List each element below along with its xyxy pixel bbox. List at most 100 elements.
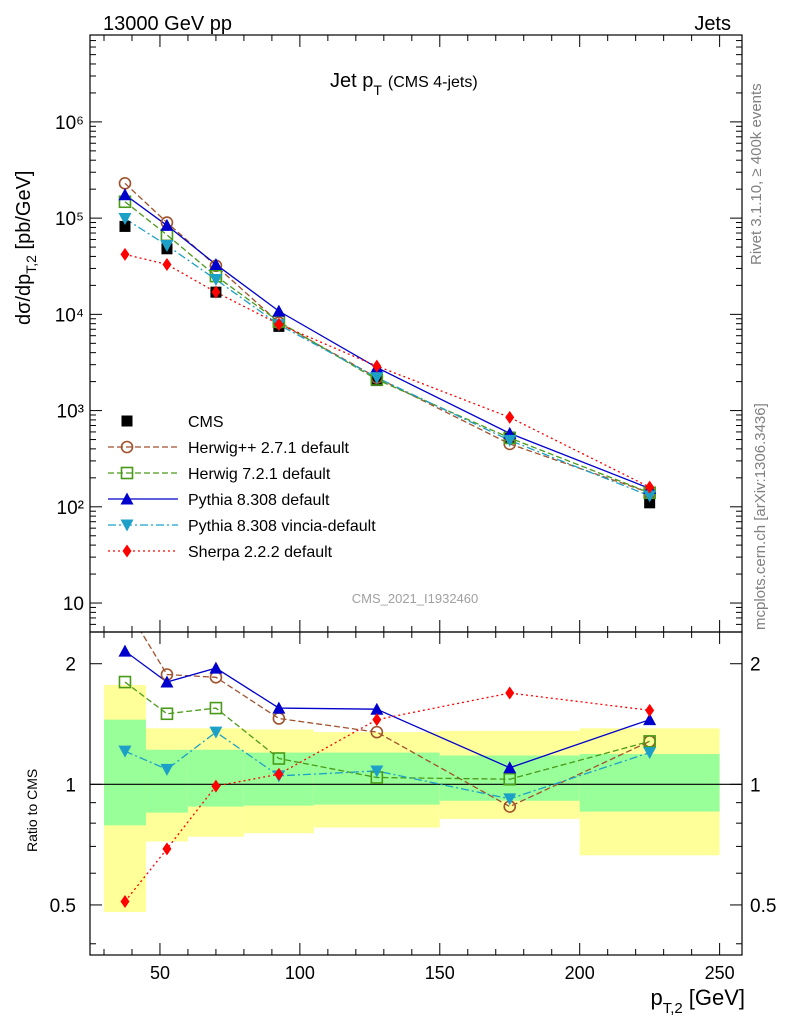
main-y-tick-label: 10⁶	[55, 113, 84, 134]
ratio-point	[119, 600, 130, 611]
ratio-point	[372, 713, 382, 727]
ratio-point	[272, 752, 286, 765]
legend-entry: Sherpa 2.2.2 default	[188, 544, 333, 561]
green-band	[103, 719, 146, 826]
ratio-point	[211, 779, 221, 793]
main-ylabel: dσ/dpT,2 [pb/GeV]	[13, 171, 39, 325]
mcplots-label: mcplots.cern.ch [arXiv:1306.3436]	[752, 403, 769, 630]
ratio-point	[118, 675, 132, 689]
ratio-point	[209, 701, 223, 715]
ratio-y-tick-label-right: 2	[750, 655, 761, 676]
ratio-point	[645, 703, 655, 717]
main-point	[209, 257, 223, 270]
ratio-y-tick-label: 2	[65, 655, 76, 676]
main-y-tick-label: 10⁵	[55, 209, 84, 230]
ratio-y-tick-label-right: 1	[750, 775, 761, 796]
main-point	[118, 213, 132, 226]
legend: CMS Herwig++ 2.7.1 default Herwig 7.2.1 de…	[108, 414, 376, 561]
green-band	[187, 749, 244, 807]
legend-marker	[120, 519, 134, 532]
x-tick-label: 150	[425, 963, 455, 983]
xlabel: pT,2 [GeV]	[650, 985, 745, 1017]
legend-entry: Herwig++ 2.7.1 default	[188, 440, 350, 457]
ratio-point	[118, 745, 132, 758]
main-point	[372, 359, 382, 373]
main-point	[643, 490, 657, 503]
header-left: 13000 GeV pp	[103, 13, 232, 35]
ratio-y-tick-label: 1	[65, 775, 76, 796]
ratio-point	[274, 767, 284, 781]
analysis-id: CMS_2021_I1932460	[352, 591, 479, 606]
x-tick-label: 100	[285, 963, 315, 983]
main-y-tick-label: 10⁴	[55, 305, 84, 326]
main-point	[160, 239, 174, 252]
ratio-series-line	[140, 632, 650, 808]
main-point	[644, 497, 656, 509]
legend-marker	[120, 466, 134, 480]
ratio-point	[643, 747, 657, 760]
ratio-point	[162, 842, 172, 856]
legend-entry: Herwig 7.2.1 default	[188, 466, 331, 483]
ratio-point	[503, 793, 517, 806]
legend-marker	[122, 544, 132, 558]
ratio-frame	[89, 631, 743, 956]
ratio-bands	[90, 684, 742, 913]
legend-marker	[120, 440, 134, 454]
ratio-point	[160, 763, 174, 776]
main-point	[209, 274, 223, 287]
ratio-point	[160, 675, 174, 688]
ratio-ylabel: Ratio to CMS	[24, 769, 40, 852]
ratio-point	[160, 707, 174, 721]
ratio-point	[643, 713, 657, 726]
main-frame	[89, 34, 743, 633]
main-point	[645, 480, 655, 494]
axes: 50 100 150 200 250 10 10² 10³ 10⁴ 10⁵ 10⁶ 0.5 0.5 1 1 2…	[50, 34, 776, 983]
header-right: Jets	[694, 13, 731, 35]
main-point	[160, 218, 174, 231]
ratio-point	[503, 772, 517, 786]
x-tick-label: 250	[705, 963, 735, 983]
title-note: (CMS 4-jets)	[388, 74, 478, 91]
ratio-series-line	[124, 681, 650, 780]
ratio-point	[370, 702, 384, 715]
main-point	[505, 410, 515, 424]
main-y-tick-label: 10²	[57, 498, 84, 519]
green-band	[145, 749, 188, 813]
ratio-point	[209, 661, 223, 674]
ratio-point	[505, 686, 515, 700]
main-point	[274, 317, 284, 331]
ratio-series-lines	[118, 600, 657, 908]
ratio-y-tick-label-right: 0.5	[750, 896, 776, 917]
ratio-point	[643, 735, 656, 748]
main-point	[272, 304, 286, 317]
main-point	[211, 285, 221, 299]
legend-marker	[120, 492, 134, 505]
legend-marker	[121, 415, 133, 427]
main-point	[162, 257, 172, 271]
main-y-tick-label: 10³	[57, 402, 84, 423]
ratio-point	[272, 701, 286, 714]
legend-entry: CMS	[188, 414, 224, 431]
main-series-lines	[118, 177, 657, 509]
ratio-point	[370, 725, 384, 739]
ratio-point	[503, 761, 517, 774]
ratio-point	[120, 894, 130, 908]
ratio-y-tick-label: 0.5	[50, 896, 76, 917]
green-band	[579, 754, 720, 812]
title-sub: T	[373, 82, 382, 98]
main-point	[370, 372, 384, 385]
x-tick-label: 200	[565, 963, 595, 983]
main-point	[503, 434, 517, 447]
legend-entry: Pythia 8.308 default	[188, 492, 330, 509]
main-y-tick-label: 10	[63, 594, 84, 615]
x-tick-label: 50	[150, 963, 170, 983]
chart-title: Jet pT (CMS 4-jets)	[330, 70, 478, 98]
title-main: Jet p	[330, 70, 373, 92]
ratio-point	[118, 644, 132, 657]
legend-entry: Pythia 8.308 vincia-default	[188, 518, 376, 535]
main-point	[119, 220, 131, 232]
ratio-point	[209, 726, 223, 739]
rivet-label: Rivet 3.1.10, ≥ 400k events	[748, 83, 765, 265]
main-point	[118, 188, 132, 201]
